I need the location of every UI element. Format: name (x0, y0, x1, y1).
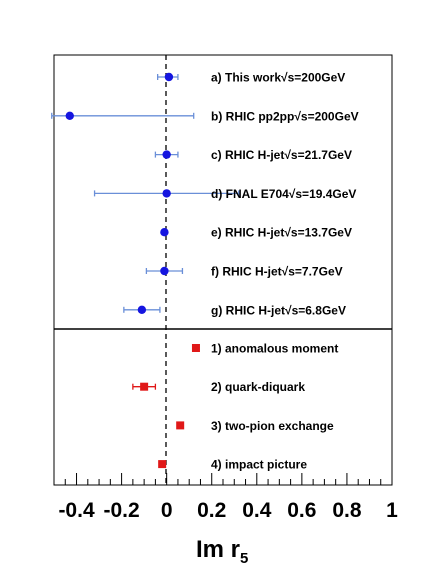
x-axis-title-main: Im r (196, 536, 240, 563)
x-tick-label: 1 (386, 499, 398, 522)
x-axis-title: Im r5 (196, 536, 248, 567)
x-tick-label: 0.6 (287, 499, 316, 522)
measurement-point (164, 72, 174, 82)
data-markers (65, 72, 200, 469)
model-point (158, 460, 167, 469)
measurement-point (160, 228, 169, 237)
model-label: 4) impact picture (211, 458, 307, 472)
x-axis-title-subscript: 5 (240, 550, 248, 567)
x-axis-ticks (53, 473, 393, 485)
measurement-label: f) RHIC H-jet√s=7.7GeV (211, 265, 343, 279)
model-label: 2) quark-diquark (211, 380, 305, 394)
x-tick-label: 0 (161, 499, 173, 522)
x-tick-label: 0.4 (242, 499, 272, 522)
x-tick-label: -0.4 (58, 499, 95, 522)
measurement-point (160, 266, 169, 276)
measurement-point (65, 111, 74, 121)
measurement-label: c) RHIC H-jet√s=21.7GeV (211, 148, 352, 162)
measurement-point (162, 189, 171, 198)
row-labels: a) This work√s=200GeV b) RHIC pp2pp√s=200… (211, 71, 359, 472)
measurement-label: d) FNAL E704√s=19.4GeV (211, 187, 356, 201)
x-tick-label: 0.8 (332, 499, 362, 522)
x-tick-label: -0.2 (104, 499, 140, 522)
measurement-label: a) This work√s=200GeV (211, 71, 345, 85)
model-point (191, 344, 200, 352)
measurement-label: g) RHIC H-jet√s=6.8GeV (211, 303, 346, 317)
measurement-point (137, 305, 147, 314)
measurement-label: e) RHIC H-jet√s=13.7GeV (211, 226, 352, 240)
measurement-point (162, 150, 171, 159)
x-tick-labels: -0.4 -0.2 0 0.2 0.4 0.6 0.8 1 (58, 499, 398, 522)
model-label: 1) anomalous moment (211, 342, 338, 356)
measurement-label: b) RHIC pp2pp√s=200GeV (211, 109, 359, 123)
model-point (176, 421, 185, 430)
x-tick-label: 0.2 (197, 499, 226, 522)
model-point (140, 382, 149, 391)
model-label: 3) two-pion exchange (211, 419, 334, 433)
